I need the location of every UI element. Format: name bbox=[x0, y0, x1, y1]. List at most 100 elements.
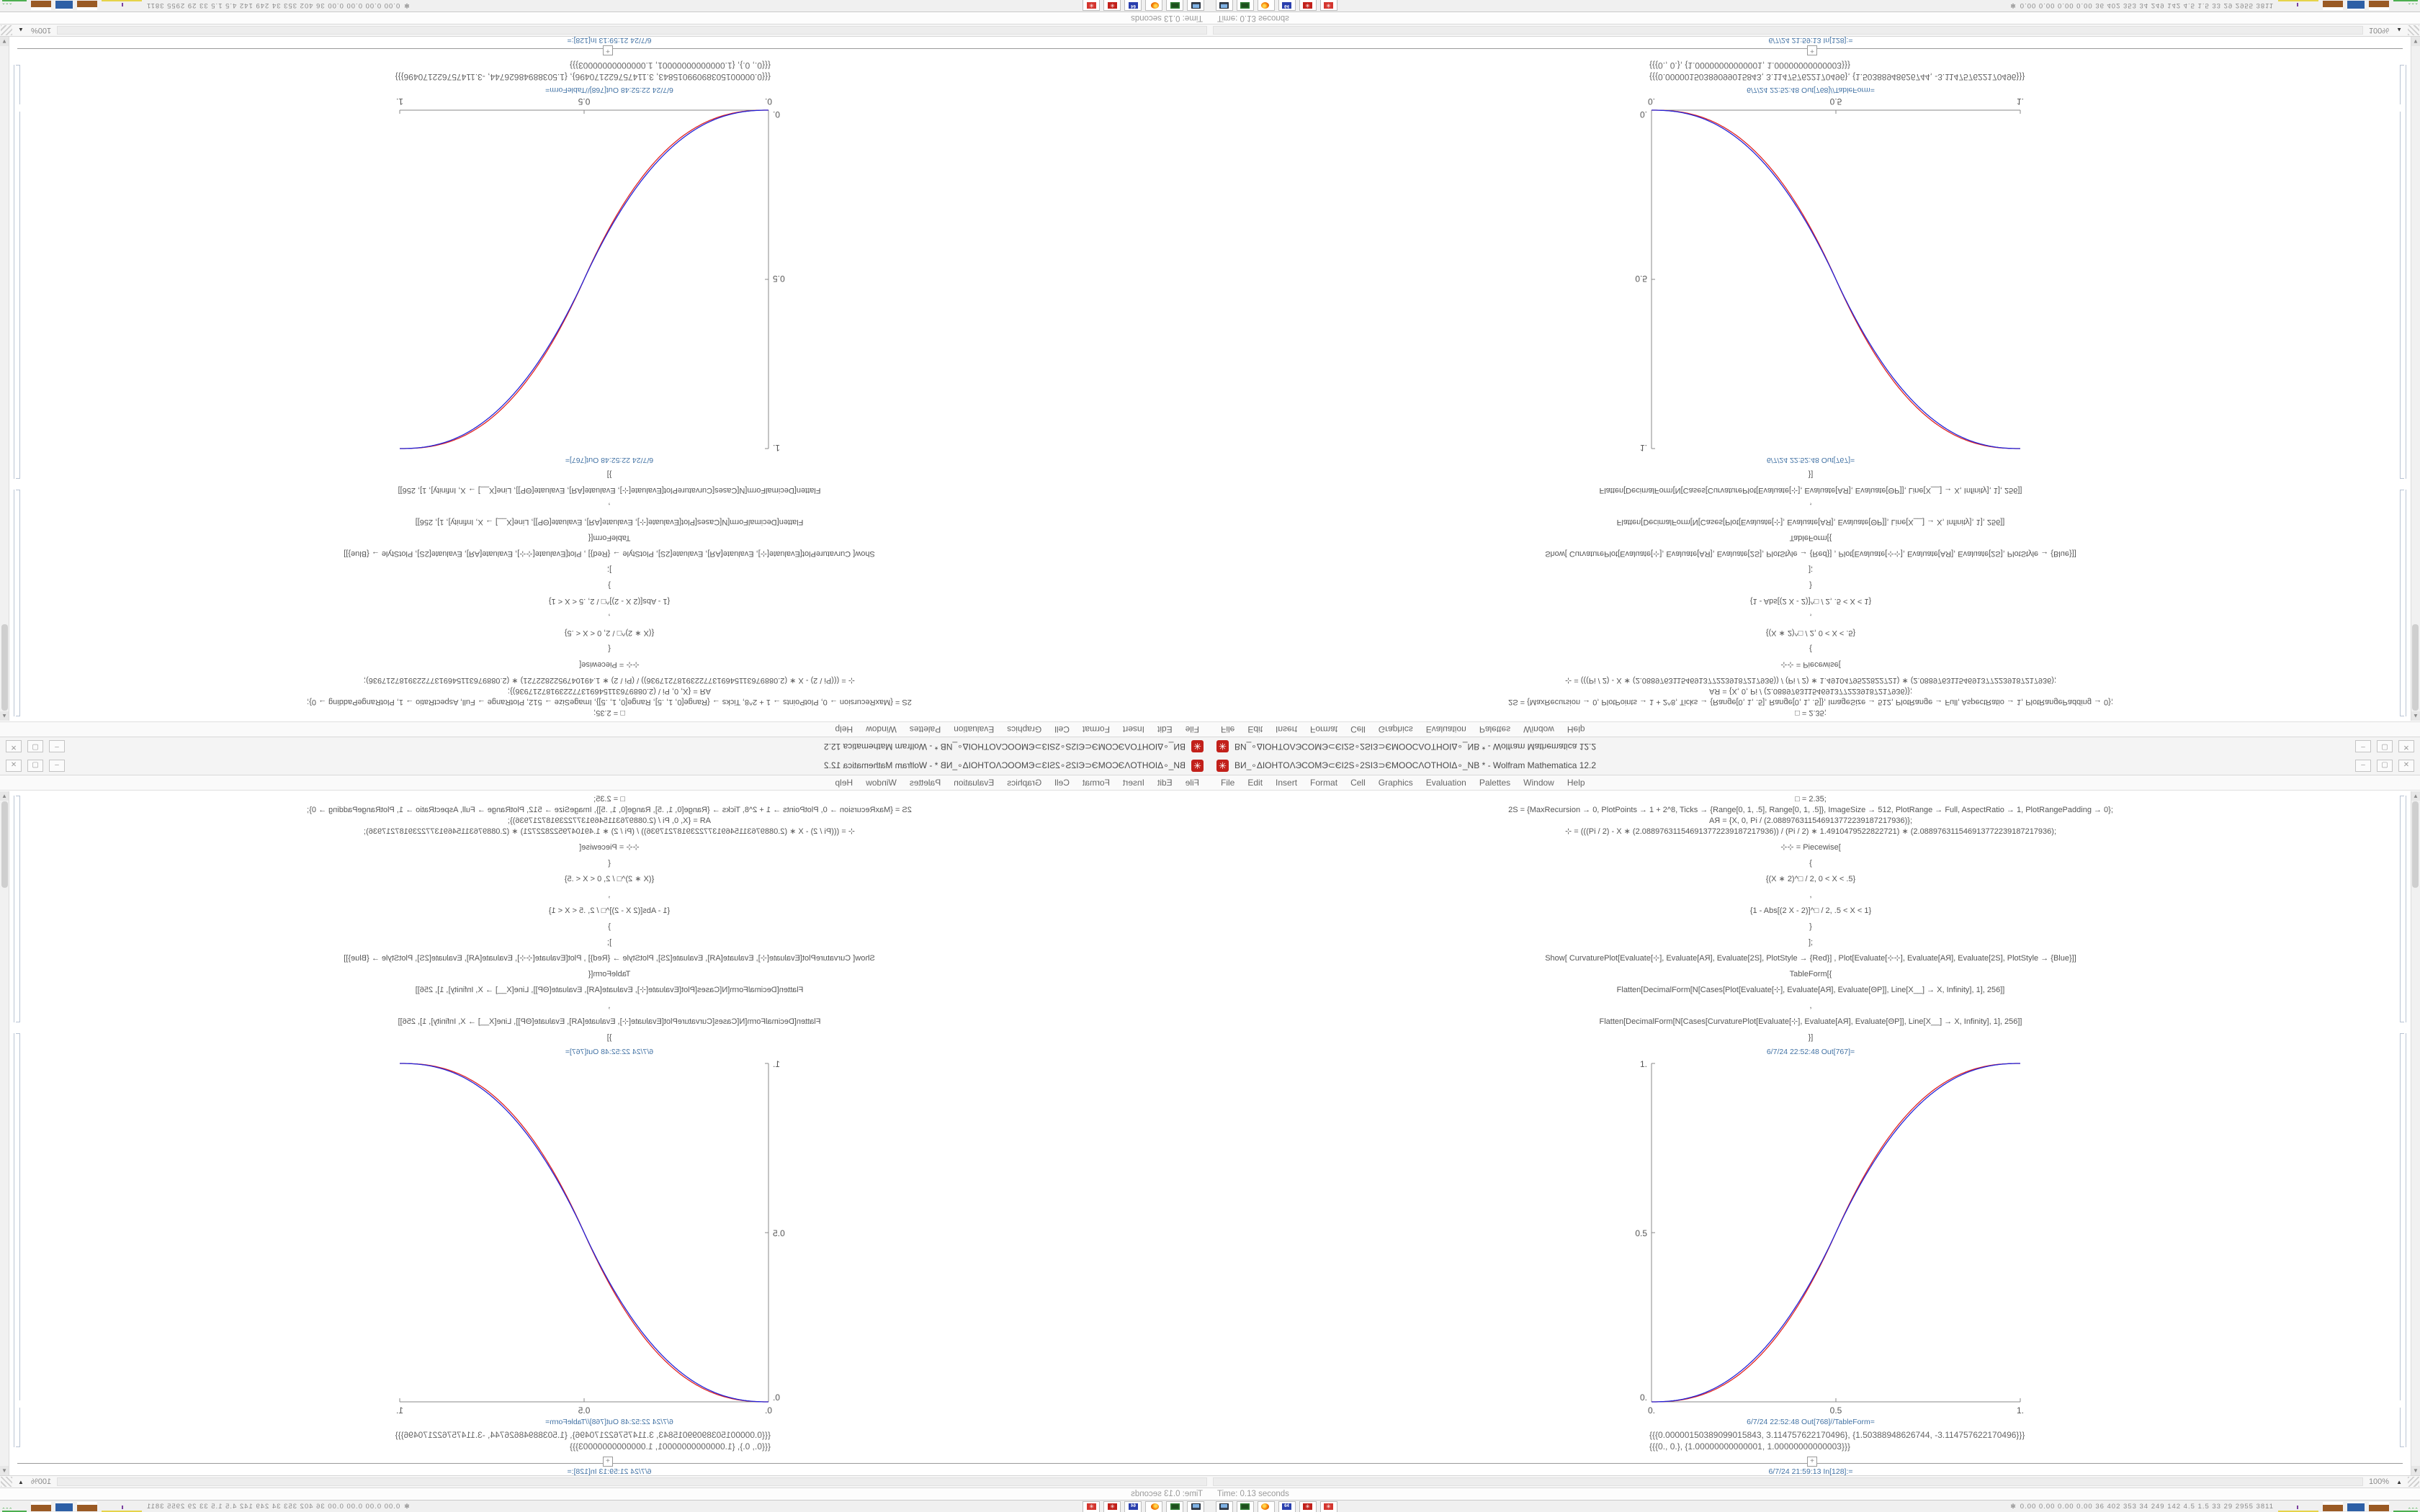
cell-bracket-plot-output[interactable] bbox=[2400, 112, 2401, 479]
window-titlebar[interactable]: ✳ ВИ_∘ΔIOHTOΛЭCOMЭ⊂ЄI2S∘2SIЗ⊃ЄMOOCΛOTHOI… bbox=[1210, 756, 2420, 775]
insert-cell-plus-icon[interactable]: + bbox=[1807, 1457, 1817, 1467]
taskbar-file-manager-icon[interactable] bbox=[1237, 1500, 1254, 1512]
menu-graphics[interactable]: Graphics bbox=[1378, 778, 1413, 788]
insert-cell-plus-icon[interactable]: + bbox=[603, 45, 613, 55]
cell-bracket-input[interactable] bbox=[2400, 490, 2401, 716]
taskbar-display-icon[interactable] bbox=[1187, 0, 1204, 12]
taskbar-file-manager-icon[interactable] bbox=[1166, 0, 1183, 12]
magnification-control[interactable]: 100% ▲ bbox=[12, 26, 57, 35]
close-button[interactable]: ✕ bbox=[6, 759, 22, 772]
cell-bracket-input[interactable] bbox=[19, 490, 20, 716]
window-titlebar[interactable]: ✳ ВИ_∘ΔIOHTOΛЭCOMЭ⊂ЄI2S∘2SIЗ⊃ЄMOOCΛOTHOI… bbox=[0, 737, 1210, 756]
taskbar-file-manager-icon[interactable] bbox=[1237, 0, 1254, 12]
insert-cell-plus-icon[interactable]: + bbox=[1807, 45, 1817, 55]
menu-file[interactable]: File bbox=[1221, 724, 1235, 734]
taskbar-mathematica-icon[interactable]: ✳ bbox=[1103, 1500, 1121, 1512]
menu-palettes[interactable]: Palettes bbox=[909, 724, 941, 734]
menu-palettes[interactable]: Palettes bbox=[1479, 724, 1511, 734]
scroll-up-arrow-icon[interactable]: ▲ bbox=[2411, 791, 2420, 801]
minimize-button[interactable]: – bbox=[2355, 740, 2371, 753]
magnification-control[interactable]: 100% ▲ bbox=[12, 1477, 57, 1486]
scroll-down-arrow-icon[interactable]: ▼ bbox=[2411, 37, 2420, 46]
close-button[interactable]: ✕ bbox=[2398, 740, 2414, 753]
menu-edit[interactable]: Edit bbox=[1247, 724, 1263, 734]
cell-bracket-input[interactable] bbox=[2400, 796, 2401, 1022]
cell-bracket-plot-output[interactable] bbox=[2400, 1033, 2401, 1400]
taskbar-display-icon[interactable] bbox=[1216, 0, 1233, 12]
window-resize-grip[interactable] bbox=[2408, 1477, 2419, 1487]
minimize-button[interactable]: – bbox=[49, 740, 65, 753]
vertical-scrollbar[interactable]: ▲ ▼ bbox=[2411, 37, 2420, 721]
taskbar-firefox-icon[interactable] bbox=[1258, 1500, 1275, 1512]
taskbar-firefox-icon[interactable] bbox=[1145, 1500, 1162, 1512]
menu-cell[interactable]: Cell bbox=[1350, 778, 1366, 788]
vertical-scrollbar[interactable]: ▲ ▼ bbox=[2411, 791, 2420, 1475]
cell-insertion-bar[interactable]: + bbox=[9, 45, 1210, 55]
horizontal-scrollbar[interactable] bbox=[57, 26, 1207, 35]
taskbar-display-icon[interactable] bbox=[1187, 1500, 1204, 1512]
menu-help[interactable]: Help bbox=[1567, 724, 1585, 734]
scrollbar-thumb[interactable] bbox=[1, 624, 8, 711]
scroll-down-arrow-icon[interactable]: ▼ bbox=[0, 1466, 9, 1475]
taskbar-mathematica-icon-2[interactable]: ✳ bbox=[1320, 0, 1337, 12]
horizontal-scrollbar[interactable] bbox=[57, 1477, 1207, 1486]
taskbar-firefox-icon[interactable] bbox=[1258, 0, 1275, 12]
menu-evaluation[interactable]: Evaluation bbox=[1425, 724, 1466, 734]
horizontal-scrollbar-row[interactable]: 100% ▲ bbox=[1210, 24, 2420, 37]
window-resize-grip[interactable] bbox=[1, 1477, 12, 1487]
taskbar-display-icon[interactable] bbox=[1216, 1500, 1233, 1512]
menu-graphics[interactable]: Graphics bbox=[1378, 724, 1413, 734]
scrollbar-thumb[interactable] bbox=[2412, 624, 2419, 711]
taskbar-mathematica-icon-2[interactable]: ✳ bbox=[1320, 1500, 1337, 1512]
taskbar-file-manager-icon[interactable] bbox=[1166, 1500, 1183, 1512]
menu-edit[interactable]: Edit bbox=[1247, 778, 1263, 788]
cell-bracket-table-output[interactable] bbox=[2400, 1408, 2401, 1447]
menu-format[interactable]: Format bbox=[1310, 778, 1338, 788]
maximize-button[interactable]: ▢ bbox=[27, 759, 43, 772]
menu-cell[interactable]: Cell bbox=[1054, 724, 1070, 734]
cell-bracket-input[interactable] bbox=[19, 796, 20, 1022]
taskbar-mathematica-icon[interactable]: ✳ bbox=[1299, 0, 1317, 12]
horizontal-scrollbar[interactable] bbox=[1213, 1477, 2363, 1486]
menu-file[interactable]: File bbox=[1185, 724, 1199, 734]
taskbar-firefox-icon[interactable] bbox=[1145, 0, 1162, 12]
close-button[interactable]: ✕ bbox=[2398, 759, 2414, 772]
window-titlebar[interactable]: ✳ ВИ_∘ΔIOHTOΛЭCOMЭ⊂ЄI2S∘2SIЗ⊃ЄMOOCΛOTHOI… bbox=[1210, 737, 2420, 756]
magnification-control[interactable]: 100% ▲ bbox=[2363, 26, 2408, 35]
menu-help[interactable]: Help bbox=[835, 778, 853, 788]
menu-format[interactable]: Format bbox=[1082, 778, 1110, 788]
menu-graphics[interactable]: Graphics bbox=[1007, 724, 1042, 734]
menu-format[interactable]: Format bbox=[1310, 724, 1338, 734]
menu-insert[interactable]: Insert bbox=[1276, 724, 1298, 734]
vertical-scrollbar[interactable]: ▲ ▼ bbox=[0, 791, 9, 1475]
scroll-up-arrow-icon[interactable]: ▲ bbox=[2411, 711, 2420, 721]
taskbar-floppy-icon[interactable]: 64 bbox=[1124, 1500, 1142, 1512]
horizontal-scrollbar-row[interactable]: 100% ▲ bbox=[0, 1475, 1210, 1488]
scrollbar-thumb[interactable] bbox=[1, 801, 8, 888]
scrollbar-thumb[interactable] bbox=[2412, 801, 2419, 888]
close-button[interactable]: ✕ bbox=[6, 740, 22, 753]
maximize-button[interactable]: ▢ bbox=[2377, 759, 2393, 772]
taskbar-mathematica-icon[interactable]: ✳ bbox=[1299, 1500, 1317, 1512]
menu-help[interactable]: Help bbox=[835, 724, 853, 734]
horizontal-scrollbar[interactable] bbox=[1213, 26, 2363, 35]
menu-format[interactable]: Format bbox=[1082, 724, 1110, 734]
menu-evaluation[interactable]: Evaluation bbox=[1425, 778, 1466, 788]
menu-edit[interactable]: Edit bbox=[1157, 778, 1173, 788]
cell-bracket-plot-output[interactable] bbox=[19, 112, 20, 479]
cell-insertion-bar[interactable]: + bbox=[9, 1457, 1210, 1467]
cell-bracket-plot-output[interactable] bbox=[19, 1033, 20, 1400]
insert-cell-plus-icon[interactable]: + bbox=[603, 1457, 613, 1467]
menu-edit[interactable]: Edit bbox=[1157, 724, 1173, 734]
menu-window[interactable]: Window bbox=[1523, 778, 1554, 788]
magnification-control[interactable]: 100% ▲ bbox=[2363, 1477, 2408, 1486]
menu-window[interactable]: Window bbox=[866, 724, 897, 734]
menu-cell[interactable]: Cell bbox=[1054, 778, 1070, 788]
menu-insert[interactable]: Insert bbox=[1122, 778, 1144, 788]
cell-insertion-bar[interactable]: + bbox=[1210, 45, 2411, 55]
vertical-scrollbar[interactable]: ▲ ▼ bbox=[0, 37, 9, 721]
menu-help[interactable]: Help bbox=[1567, 778, 1585, 788]
cell-bracket-table-output[interactable] bbox=[19, 1408, 20, 1447]
window-titlebar[interactable]: ✳ ВИ_∘ΔIOHTOΛЭCOMЭ⊂ЄI2S∘2SIЗ⊃ЄMOOCΛOTHOI… bbox=[0, 756, 1210, 775]
minimize-button[interactable]: – bbox=[2355, 759, 2371, 772]
